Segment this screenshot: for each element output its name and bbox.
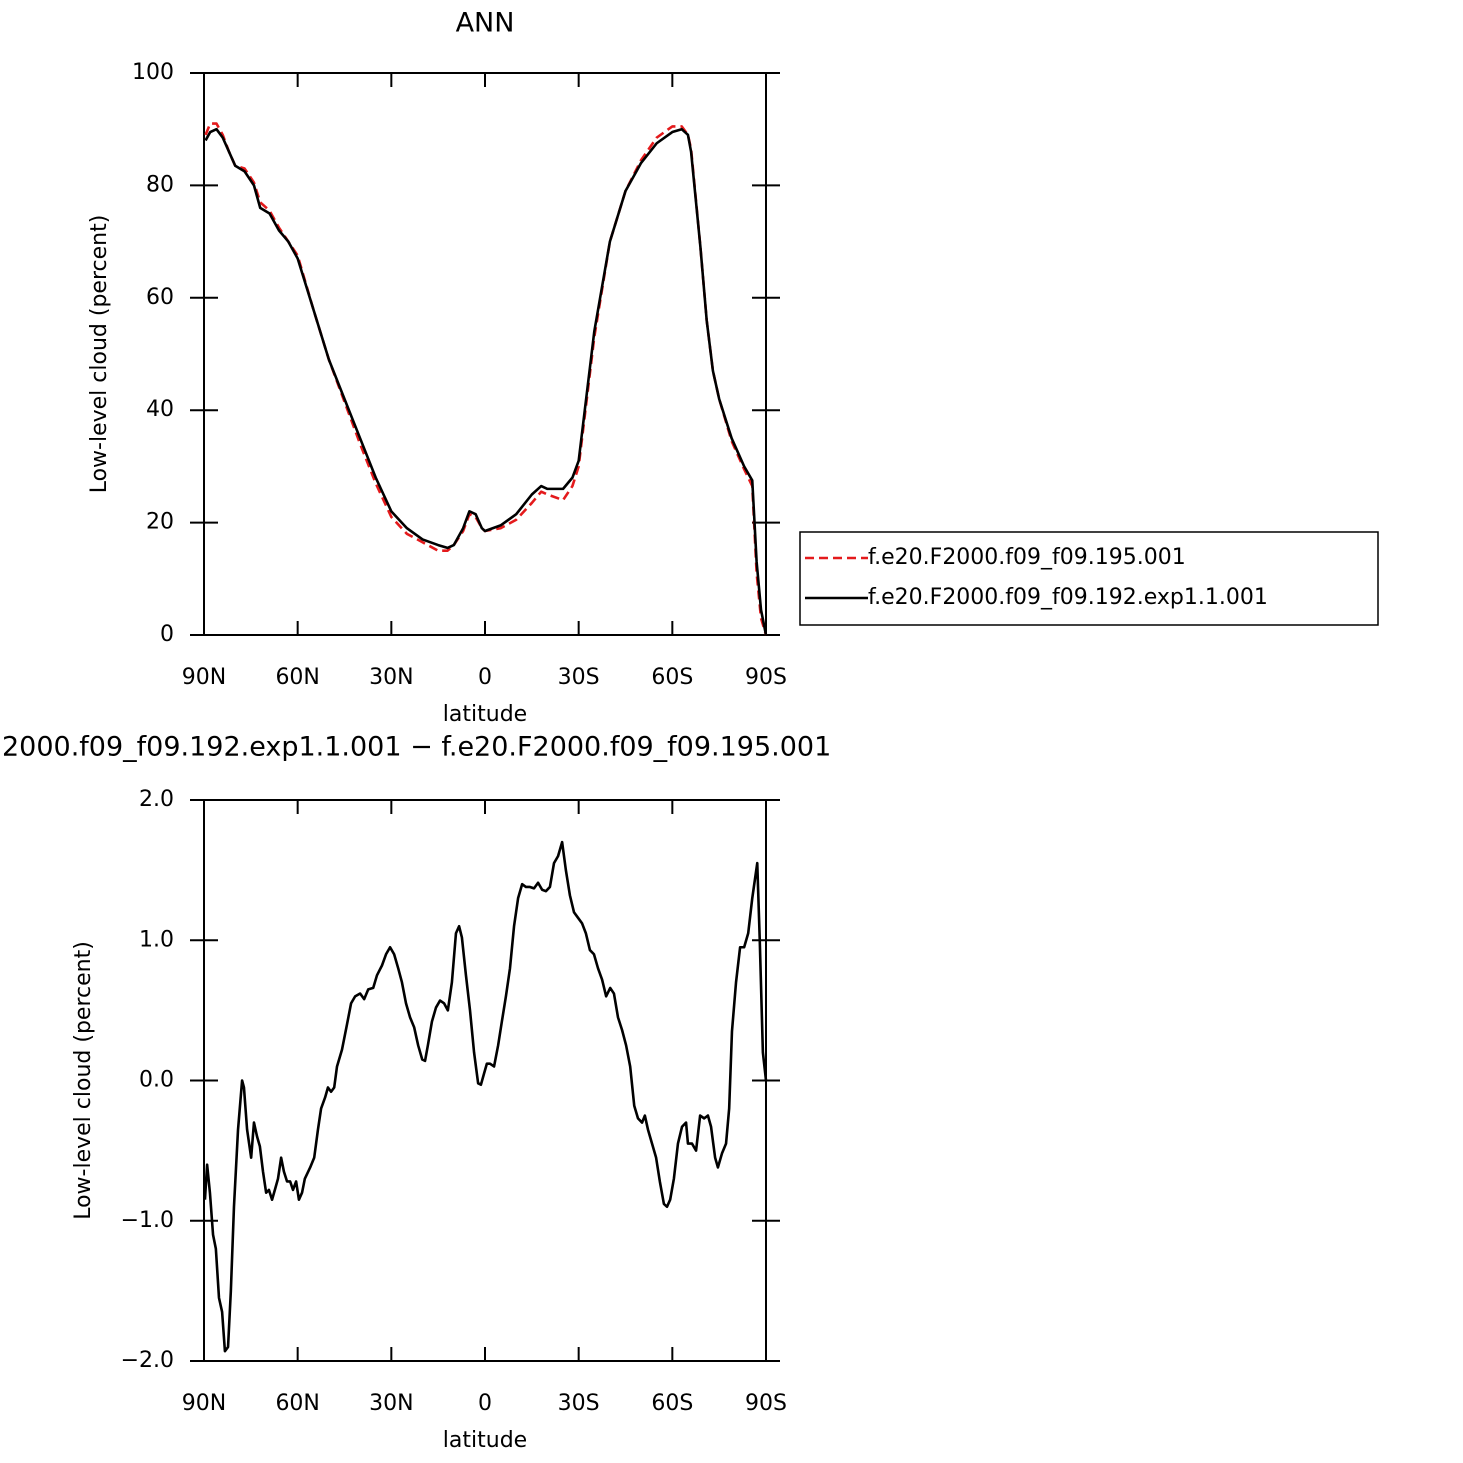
chart-title: ANN xyxy=(456,8,515,39)
x-tick-label: 30N xyxy=(369,665,413,690)
y-tick-label: 0.0 xyxy=(139,1068,174,1093)
x-tick-label: 60S xyxy=(651,665,693,690)
y-tick-label: 0 xyxy=(160,622,174,647)
x-tick-label: 90S xyxy=(745,665,787,690)
y-tick-label: 60 xyxy=(146,285,174,310)
y-axis-label: Low-level cloud (percent) xyxy=(71,941,96,1220)
x-axis-label: latitude xyxy=(443,702,527,727)
x-tick-label: 30N xyxy=(369,1391,413,1416)
y-tick-label: 2.0 xyxy=(139,787,174,812)
plot-frame xyxy=(203,72,767,636)
x-tick-label: 60S xyxy=(651,1391,693,1416)
y-tick-label: 80 xyxy=(146,172,174,197)
y-tick-label: 20 xyxy=(146,510,174,535)
y-tick-label: 100 xyxy=(132,60,174,85)
legend-label: f.e20.F2000.f09_f09.192.exp1.1.001 xyxy=(868,585,1268,610)
x-axis-label: latitude xyxy=(443,1428,527,1453)
data-line xyxy=(204,122,768,636)
x-tick-label: 60N xyxy=(275,665,319,690)
x-tick-label: 90N xyxy=(182,1391,226,1416)
x-tick-label: 60N xyxy=(275,1391,319,1416)
y-tick-label: −1.0 xyxy=(121,1208,174,1233)
y-tick-label: 40 xyxy=(146,397,174,422)
x-tick-label: 90S xyxy=(745,1391,787,1416)
y-tick-label: −2.0 xyxy=(121,1348,174,1373)
y-axis-label: Low-level cloud (percent) xyxy=(87,215,112,494)
x-tick-label: 30S xyxy=(558,1391,600,1416)
y-tick-label: 1.0 xyxy=(139,927,174,952)
x-tick-label: 90N xyxy=(182,665,226,690)
x-tick-label: 0 xyxy=(478,1391,492,1416)
data-line xyxy=(204,127,768,636)
chart-title: 2000.f09_f09.192.exp1.1.001 − f.e20.F200… xyxy=(2,732,831,763)
data-line xyxy=(203,840,768,1353)
x-tick-label: 30S xyxy=(558,665,600,690)
plot-frame xyxy=(203,799,767,1362)
x-tick-label: 0 xyxy=(478,665,492,690)
legend-label: f.e20.F2000.f09_f09.195.001 xyxy=(868,545,1186,570)
legend-box xyxy=(799,531,1379,626)
